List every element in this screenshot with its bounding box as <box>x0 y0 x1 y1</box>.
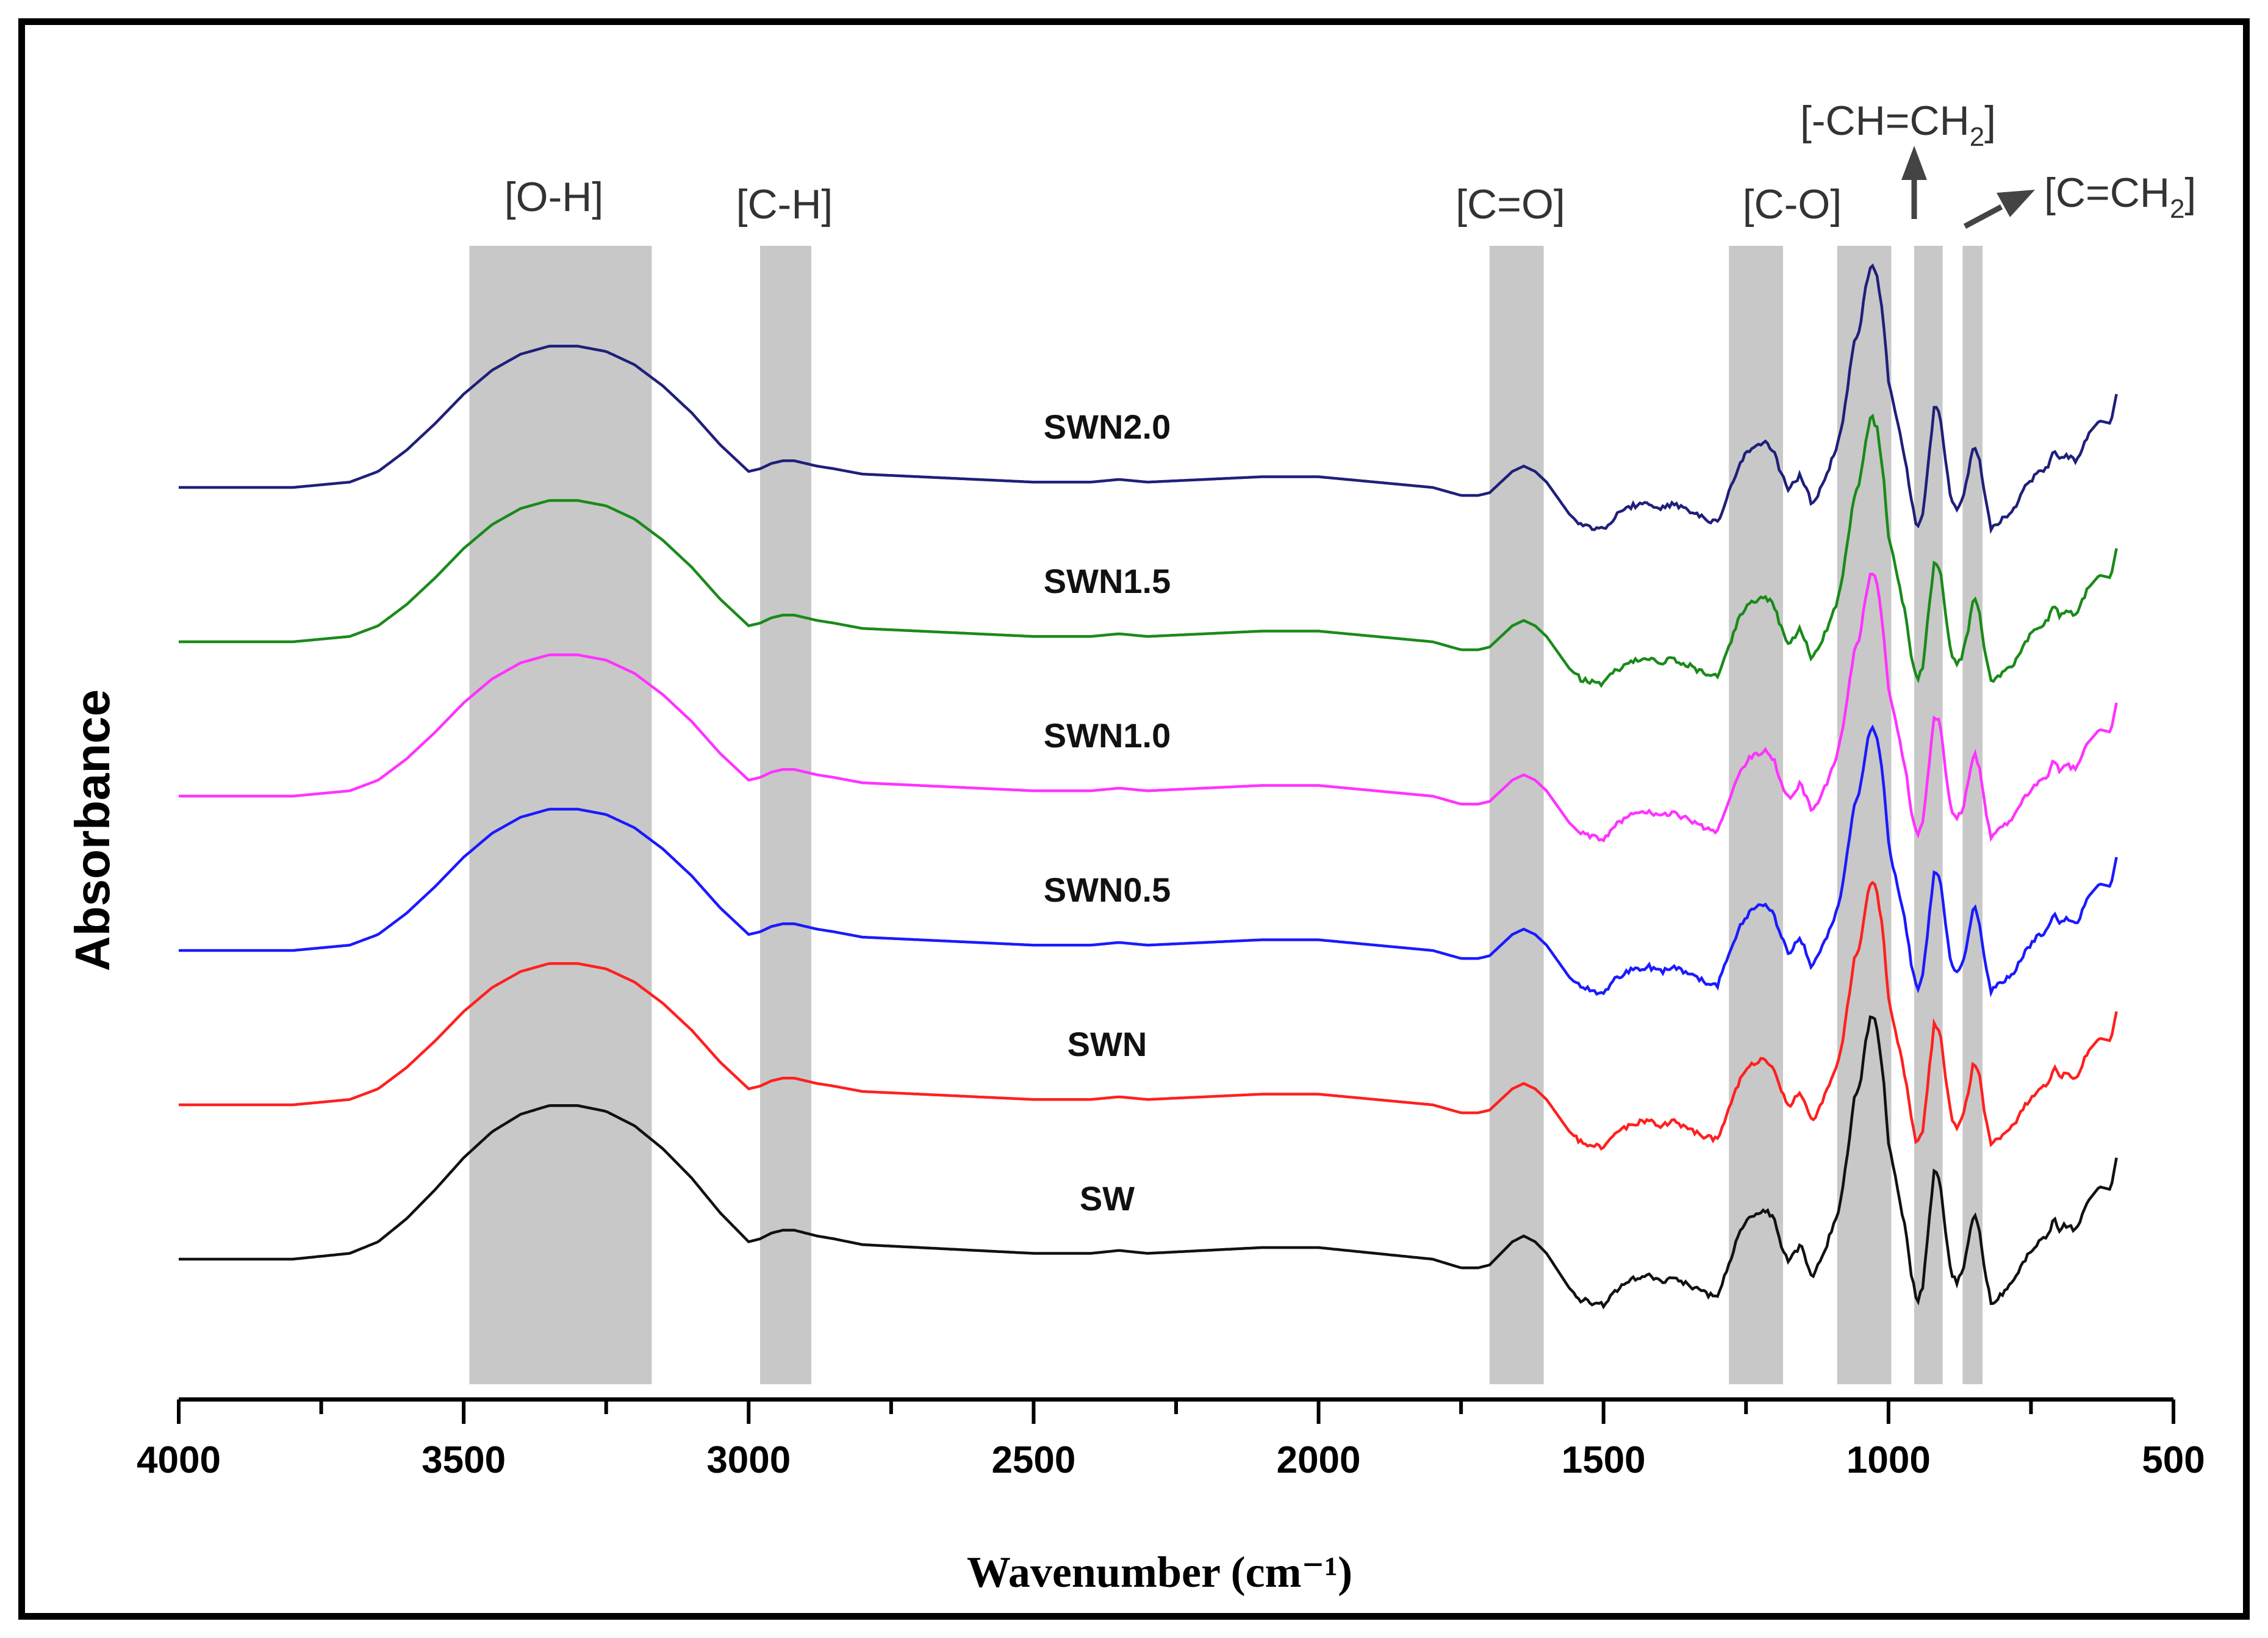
y-axis-title: Absorbance <box>65 689 120 971</box>
x-tick-labels: 4000 3500 3000 2500 2000 1500 1000 500 <box>137 1439 2205 1481</box>
band-highlights <box>469 246 1983 1384</box>
band-label-vinyl-end: ] <box>1984 98 1996 144</box>
band-label-co-double: [C=O] <box>1455 181 1565 228</box>
x-tick-label-1500: 1500 <box>1562 1439 1646 1481</box>
band-label-vinyl: [-CH=CH2] <box>1800 98 1996 152</box>
band-label-vinyl-main: [-CH=CH <box>1800 98 1970 144</box>
series-line-swn1-0 <box>179 572 2118 843</box>
band-c-o-2 <box>1837 246 1892 1384</box>
band-c=ch2 <box>1962 246 1983 1384</box>
x-tick-label-2000: 2000 <box>1277 1439 1361 1481</box>
series-line-swn2-0 <box>179 263 2118 534</box>
band-c-o <box>1729 246 1784 1384</box>
series-label-swn0-5: SWN0.5 <box>1044 871 1171 909</box>
band-label-oh: [O-H] <box>504 174 603 220</box>
x-tick-label-500: 500 <box>2142 1439 2205 1481</box>
series-label-sw: SW <box>1080 1179 1135 1218</box>
series-label-swn1-0: SWN1.0 <box>1044 716 1171 755</box>
x-axis <box>177 1397 2175 1424</box>
x-tick-label-2500: 2500 <box>991 1439 1075 1481</box>
x-tick-label-4000: 4000 <box>137 1439 221 1481</box>
series-lines <box>179 263 2118 1310</box>
band-label-vinylidene: [C=CH2] <box>2044 170 2196 224</box>
x-tick-label-1000: 1000 <box>1846 1439 1931 1481</box>
arrow-vinylidene-icon <box>1963 190 2035 229</box>
series-line-swn0-5 <box>179 724 2118 997</box>
band-c=o <box>1489 246 1544 1384</box>
series-line-sw <box>179 1015 2118 1310</box>
series-line-swn1-5 <box>179 413 2118 688</box>
series-label-swn1-5: SWN1.5 <box>1044 562 1171 600</box>
x-axis-title: Wavenumber (cm⁻¹) <box>967 1548 1352 1597</box>
band-label-ch: [C-H] <box>736 181 833 228</box>
x-tick-label-3500: 3500 <box>422 1439 506 1481</box>
band-c-h <box>759 246 812 1384</box>
series-labels: SWN2.0 SWN1.5 SWN1.0 SWN0.5 SWN SW <box>1044 408 1171 1218</box>
band-label-vinylidene-end: ] <box>2184 170 2196 216</box>
band-o-h <box>469 246 652 1384</box>
chart-frame: SWN2.0 SWN1.5 SWN1.0 SWN0.5 SWN SW [O-H] [C-H… <box>18 18 2250 1620</box>
ftir-chart: SWN2.0 SWN1.5 SWN1.0 SWN0.5 SWN SW [O-H] [C-H… <box>65 98 2205 1597</box>
band-ch=ch2 <box>1914 246 1943 1384</box>
series-line-swn <box>179 880 2118 1151</box>
band-label-vinyl-sub: 2 <box>1970 122 1984 152</box>
band-label-vinylidene-sub: 2 <box>2170 194 2184 224</box>
band-label-vinylidene-main: [C=CH <box>2044 170 2170 216</box>
arrow-vinyl-icon <box>1901 146 1927 219</box>
series-label-swn2-0: SWN2.0 <box>1044 408 1171 446</box>
band-label-co: [C-O] <box>1743 181 1842 228</box>
x-tick-label-3000: 3000 <box>706 1439 791 1481</box>
series-label-swn: SWN <box>1068 1025 1147 1063</box>
